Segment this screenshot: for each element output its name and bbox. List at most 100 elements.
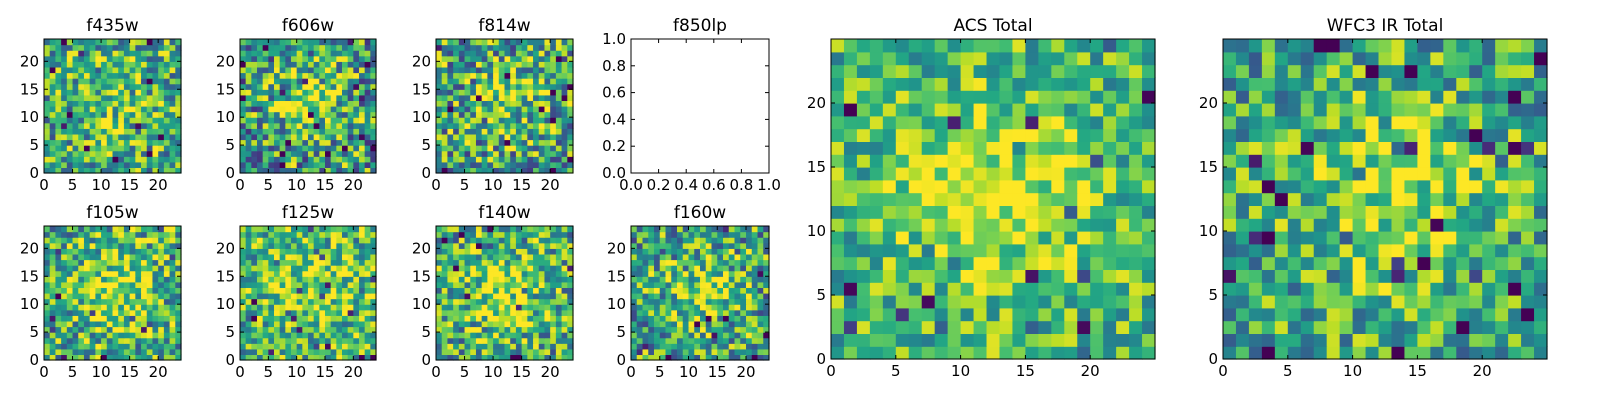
y-tick-label: 15: [412, 80, 431, 98]
heatmap-cell: [869, 282, 884, 296]
heatmap-cell: [313, 39, 320, 46]
heatmap-cell: [152, 253, 159, 261]
heatmap-cell: [921, 256, 936, 270]
heatmap-cell: [72, 293, 79, 300]
heatmap-cell: [1103, 205, 1117, 219]
heatmap-cell: [274, 231, 281, 238]
x-tick-label: 5: [460, 363, 470, 381]
heatmap-cell: [538, 265, 546, 272]
heatmap-cell: [83, 298, 91, 305]
heatmap-cell: [291, 248, 298, 255]
heatmap-cell: [986, 333, 1001, 347]
heatmap-cell: [106, 133, 114, 141]
heatmap-cell: [370, 122, 377, 129]
heatmap-cell: [475, 315, 483, 322]
heatmap-cell: [1365, 51, 1380, 66]
heatmap-cell: [364, 39, 371, 46]
heatmap-cell: [986, 141, 1001, 155]
heatmap-cell: [106, 320, 114, 328]
heatmap-cell: [347, 100, 354, 107]
heatmap-cell: [240, 106, 247, 113]
heatmap-cell: [504, 72, 511, 79]
heatmap-cell: [123, 265, 131, 272]
heatmap-cell: [458, 265, 466, 272]
heatmap-cell: [1417, 192, 1431, 206]
heatmap-cell: [921, 269, 936, 283]
heatmap-cell: [533, 270, 540, 277]
heatmap-cell: [895, 192, 910, 206]
heatmap-cell: [319, 237, 326, 244]
heatmap-cell: [487, 309, 494, 316]
heatmap-cell: [1417, 295, 1431, 309]
heatmap-cell: [49, 61, 57, 68]
heatmap-cell: [152, 248, 159, 255]
heatmap-cell: [251, 265, 258, 272]
heatmap-cell: [291, 304, 298, 311]
heatmap-cell: [1261, 269, 1276, 283]
heatmap-cell: [1495, 64, 1509, 78]
heatmap-cell: [274, 128, 281, 135]
heatmap-cell: [1064, 295, 1078, 309]
heatmap-cell: [895, 218, 910, 232]
heatmap-cell: [370, 337, 377, 344]
heatmap-cell: [66, 89, 74, 96]
heatmap-cell: [447, 78, 454, 85]
heatmap-cell: [279, 276, 286, 283]
heatmap-cell: [66, 237, 74, 244]
heatmap-cell: [72, 78, 79, 85]
heatmap-cell: [141, 281, 148, 289]
heatmap-cell: [1261, 64, 1276, 78]
heatmap-cell: [1090, 115, 1104, 130]
heatmap-cell: [1326, 243, 1341, 258]
heatmap-cell: [95, 309, 102, 316]
heatmap-cell: [330, 304, 337, 311]
heatmap-cell: [313, 122, 320, 129]
heatmap-cell: [342, 320, 349, 328]
heatmap-cell: [1417, 64, 1431, 78]
heatmap-cell: [152, 55, 159, 62]
heatmap-cell: [458, 66, 466, 74]
heatmap-cell: [882, 333, 897, 347]
heatmap-cell: [129, 320, 136, 328]
heatmap-cell: [370, 100, 377, 107]
heatmap-cell: [123, 253, 131, 261]
heatmap-cell: [441, 226, 449, 233]
heatmap-cell: [78, 167, 85, 174]
heatmap-cell: [1495, 205, 1509, 219]
heatmap-cell: [436, 315, 443, 322]
heatmap-cell: [1456, 128, 1470, 142]
heatmap-cell: [101, 145, 108, 152]
heatmap-cell: [146, 276, 154, 283]
heatmap-cell: [441, 348, 449, 356]
heatmap-cell: [1235, 205, 1250, 219]
heatmap-cell: [1430, 51, 1444, 66]
heatmap-cell: [78, 44, 85, 51]
heatmap-cell: [1300, 218, 1315, 232]
heatmap-cell: [55, 259, 62, 266]
heatmap-cell: [561, 248, 568, 255]
heatmap-cell: [135, 287, 142, 294]
heatmap-cell: [313, 100, 320, 107]
heatmap-cell: [61, 111, 68, 118]
heatmap-cell: [296, 133, 303, 141]
heatmap-cell: [555, 237, 563, 244]
heatmap-cell: [550, 326, 557, 333]
heatmap-cell: [1430, 218, 1444, 232]
heatmap-cell: [561, 128, 568, 135]
heatmap-cell: [89, 111, 96, 118]
heatmap-cell: [118, 337, 125, 344]
heatmap-cell: [141, 39, 148, 46]
heatmap-cell: [175, 161, 182, 169]
heatmap-cell: [347, 326, 354, 333]
heatmap-cell: [555, 117, 563, 124]
heatmap-cell: [934, 51, 949, 66]
heatmap-cell: [843, 243, 858, 258]
heatmap-cell: [49, 348, 57, 356]
heatmap-cell: [319, 139, 326, 146]
heatmap-cell: [527, 39, 534, 46]
heatmap-cell: [533, 50, 540, 57]
heatmap-cell: [538, 226, 546, 233]
heatmap-cell: [95, 226, 102, 233]
heatmap-cell: [960, 243, 975, 258]
heatmap-cell: [95, 326, 102, 333]
